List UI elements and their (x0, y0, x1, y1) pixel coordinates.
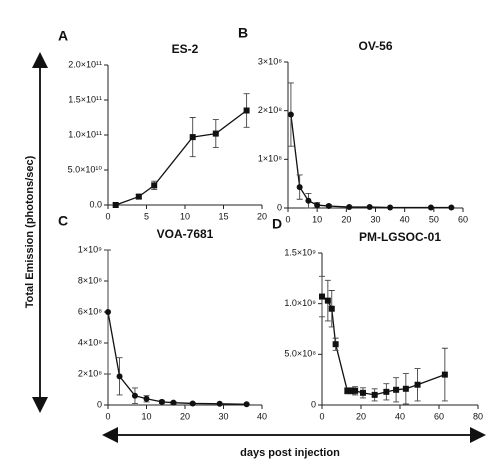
panel-letter: B (238, 25, 248, 41)
data-line (321, 296, 446, 396)
x-tick-label: 5 (144, 211, 149, 221)
y-tick-label: 0.0 (89, 199, 102, 209)
point (402, 385, 409, 392)
y-tick-label: 2×10⁸ (78, 368, 102, 378)
point (352, 387, 359, 394)
point (319, 293, 325, 300)
x-tick-label: 10 (312, 214, 322, 224)
point (151, 182, 158, 189)
y-tick-label: 0 (97, 399, 102, 409)
x-tick-label: 0 (105, 411, 110, 421)
point (105, 309, 111, 315)
point (314, 202, 321, 209)
y-tick-label: 5.0×10¹⁰ (68, 164, 103, 174)
panel-letter: A (58, 28, 68, 44)
point (346, 204, 353, 211)
data-line (115, 109, 247, 206)
y-tick-label: 4×10⁸ (78, 337, 102, 347)
y-tick-label: 3×10⁸ (258, 56, 282, 66)
point (131, 392, 138, 399)
y-tick-label: 1×10⁸ (258, 154, 282, 164)
y-tick-label: 1.0×10¹¹ (68, 129, 102, 139)
point (189, 400, 196, 407)
chart-title: VOA-7681 (157, 227, 214, 241)
x-tick-label: 40 (257, 411, 267, 421)
x-tick-label: 20 (180, 411, 190, 421)
chart-title: OV-56 (358, 39, 392, 53)
y-tick-label: 5.0×10⁸ (284, 349, 316, 359)
panel-letter: D (272, 216, 282, 232)
x-tick-label: 80 (473, 411, 483, 421)
x-tick-label: 20 (341, 214, 351, 224)
point (366, 204, 373, 211)
point (189, 134, 196, 141)
point (371, 391, 378, 398)
point (296, 184, 303, 191)
y-tick-label: 1×10⁹ (78, 244, 102, 254)
x-tick-label: 30 (218, 411, 228, 421)
point (448, 204, 455, 211)
point (324, 297, 331, 304)
x-tick-label: 0 (285, 214, 290, 224)
point (359, 389, 366, 396)
x-tick-label: 50 (429, 214, 439, 224)
y-tick-label: 8×10⁸ (78, 275, 102, 285)
point (387, 204, 394, 211)
point (216, 400, 223, 407)
point (243, 107, 250, 114)
point (325, 203, 332, 210)
point (348, 387, 355, 394)
y-tick-label: 1.5×10⁹ (284, 247, 316, 257)
point (158, 398, 165, 405)
x-tick-label: 10 (180, 211, 190, 221)
point (116, 373, 123, 380)
data-line (290, 114, 452, 209)
point (393, 386, 400, 393)
point (287, 111, 294, 118)
x-axis-title: days post injection (240, 447, 340, 459)
point (305, 197, 312, 204)
point (328, 305, 335, 312)
x-tick-label: 40 (400, 214, 410, 224)
point (332, 341, 339, 348)
point (414, 381, 421, 388)
y-tick-label: 2.0×10¹¹ (68, 59, 102, 69)
point (143, 395, 150, 402)
x-tick-label: 60 (434, 411, 444, 421)
x-tick-label: 40 (395, 411, 405, 421)
point (170, 399, 177, 406)
chart-title: PM-LGSOC-01 (359, 230, 441, 244)
x-tick-label: 20 (356, 411, 366, 421)
point (243, 401, 250, 408)
x-tick-label: 15 (218, 211, 228, 221)
data-line (107, 311, 247, 405)
x-tick-label: 0 (105, 211, 110, 221)
x-tick-label: 30 (370, 214, 380, 224)
y-tick-label: 1.0×10⁹ (284, 298, 316, 308)
y-tick-label: 0 (311, 399, 316, 409)
point (212, 130, 219, 137)
x-tick-label: 20 (257, 211, 267, 221)
y-tick-label: 6×10⁸ (78, 306, 102, 316)
y-tick-label: 0 (277, 202, 282, 212)
point (427, 204, 434, 211)
chart-title: ES-2 (172, 42, 199, 56)
y-tick-label: 1.5×10¹¹ (68, 94, 102, 104)
point (441, 371, 448, 378)
point (383, 388, 390, 395)
x-tick-label: 0 (319, 411, 324, 421)
point (135, 193, 142, 200)
x-tick-label: 60 (458, 214, 468, 224)
y-axis-title: Total Emission (photons/sec) (24, 155, 36, 308)
x-tick-label: 10 (141, 411, 151, 421)
point (112, 202, 119, 208)
panel-letter: C (58, 213, 68, 229)
y-tick-label: 2×10⁸ (258, 105, 282, 115)
point (344, 387, 351, 394)
